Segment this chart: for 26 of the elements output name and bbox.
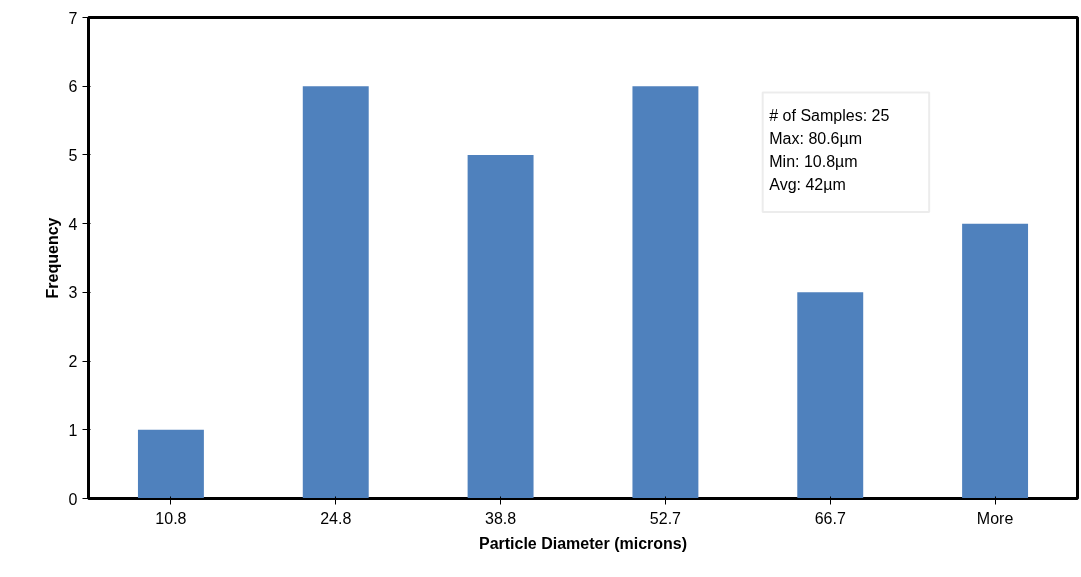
annotation: Min: 10.8µm (769, 152, 858, 170)
y-axis-title: Frequency (43, 217, 61, 299)
y-tick-label: 5 (68, 146, 78, 164)
bar (797, 292, 864, 499)
annotation: Max: 80.6µm (769, 129, 863, 147)
bar (137, 429, 204, 499)
x-tick-label: 10.8 (155, 509, 187, 527)
x-tick-label: 52.7 (649, 509, 682, 527)
bar (302, 86, 369, 499)
bar (632, 86, 699, 499)
annotation: # of Samples: 25 (769, 106, 890, 124)
x-tick-label: 38.8 (485, 509, 517, 527)
annotation: Avg: 42µm (769, 175, 846, 193)
bar (467, 154, 534, 499)
bar (962, 223, 1029, 499)
y-tick-label: 7 (68, 9, 78, 27)
y-tick-label: 4 (68, 215, 78, 233)
y-tick-label: 2 (68, 353, 78, 371)
y-tick-label: 6 (68, 78, 78, 96)
x-axis-title: Particle Diameter (microns) (478, 534, 688, 552)
y-tick-label: 0 (68, 490, 78, 508)
x-tick-label: 24.8 (320, 509, 352, 527)
x-tick-label: 66.7 (814, 509, 846, 527)
y-tick-label: 3 (68, 284, 78, 302)
y-tick-label: 1 (68, 421, 78, 439)
x-tick-label: More (976, 509, 1014, 527)
